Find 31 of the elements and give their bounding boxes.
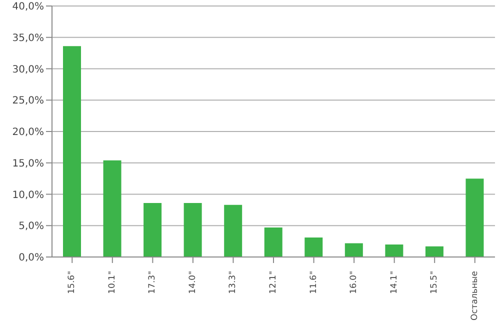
bar [103, 160, 122, 257]
x-tick-label: 11.6" [308, 270, 319, 294]
bar [344, 243, 363, 257]
y-tick-label: 5,0% [18, 221, 44, 232]
bar [144, 203, 162, 257]
bar [264, 228, 282, 257]
bar [466, 178, 484, 257]
bar [63, 46, 81, 257]
bar [184, 203, 202, 257]
bar [224, 204, 242, 257]
y-tick-label: 15,0% [12, 158, 44, 170]
y-tick-label: 10,0% [12, 190, 44, 201]
bar [425, 246, 444, 257]
y-tick-label: 0,0% [18, 252, 44, 264]
y-tick-label: 40,0% [12, 2, 44, 13]
x-tick-label: 14.1" [389, 270, 400, 294]
x-tick-label: Остальные [470, 271, 480, 320]
x-tick-label: 15.6" [67, 270, 78, 294]
y-tick-label: 25,0% [12, 96, 44, 107]
x-tick-label: 17.3" [148, 270, 158, 294]
y-tick-label: 30,0% [12, 64, 44, 76]
bar [304, 238, 323, 257]
y-tick-label: 35,0% [12, 32, 44, 44]
x-tick-label: 10.1" [107, 270, 118, 294]
x-tick-label: 12.1" [268, 270, 278, 294]
x-tick-label: 16.0" [349, 270, 360, 294]
bar [385, 244, 404, 257]
x-tick-label: 13.3" [228, 270, 238, 294]
x-tick-label: 14.0" [188, 270, 198, 294]
x-tick-label: 15.5" [430, 270, 440, 294]
y-tick-label: 20,0% [12, 127, 44, 138]
